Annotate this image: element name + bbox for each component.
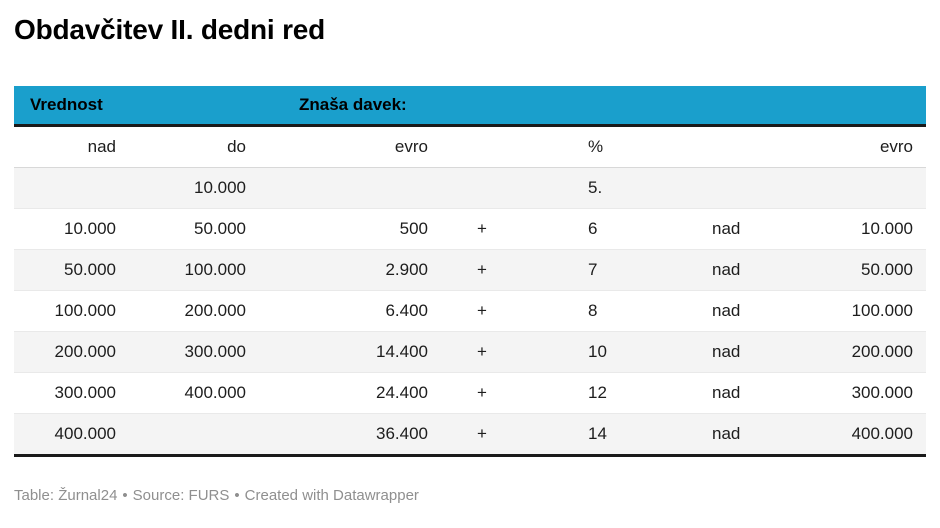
table-cell xyxy=(120,413,250,457)
table-cell xyxy=(660,167,780,209)
table-row: 200.000 300.000 14.400 + 10 nad 200.000 xyxy=(14,331,927,373)
table-cell: 300.000 xyxy=(780,372,927,414)
table-cell: 14 xyxy=(532,413,660,457)
table-cell xyxy=(14,167,120,209)
table-cell: 500 xyxy=(250,208,432,250)
table-cell: 5. xyxy=(532,167,660,209)
group-header-row: Vrednost Znaša davek: xyxy=(14,86,927,127)
table-cell: 7 xyxy=(532,249,660,291)
data-table: Vrednost Znaša davek: nad do evro % evro… xyxy=(14,86,927,457)
table-cell: 14.400 xyxy=(250,331,432,373)
table-cell: 50.000 xyxy=(780,249,927,291)
table-cell: 50.000 xyxy=(120,208,250,250)
page-title: Obdavčitev II. dedni red xyxy=(14,14,326,45)
footer-source-label: Source: xyxy=(132,487,189,504)
table-cell: 100.000 xyxy=(780,290,927,332)
group-header-vrednost: Vrednost xyxy=(14,86,250,127)
footer-separator: • xyxy=(234,487,240,504)
table-cell: 8 xyxy=(532,290,660,332)
table-cell: 200.000 xyxy=(780,331,927,373)
table-cell: 10 xyxy=(532,331,660,373)
table-cell: 10.000 xyxy=(14,208,120,250)
table-cell: 10.000 xyxy=(120,167,250,209)
table-cell: 400.000 xyxy=(780,413,927,457)
table-cell xyxy=(250,167,432,209)
table-cell: + xyxy=(432,208,532,250)
table-cell: 400.000 xyxy=(120,372,250,414)
table-row: 50.000 100.000 2.900 + 7 nad 50.000 xyxy=(14,249,927,291)
table-cell: + xyxy=(432,372,532,414)
table-cell: 200.000 xyxy=(14,331,120,373)
column-header-nad2 xyxy=(660,125,780,168)
datawrapper-table-page: Obdavčitev II. dedni red Vrednost Znaša … xyxy=(14,14,927,505)
table-cell: 100.000 xyxy=(14,290,120,332)
table-cell: nad xyxy=(660,249,780,291)
table-cell: 12 xyxy=(532,372,660,414)
table-cell: 6 xyxy=(532,208,660,250)
table-row: 100.000 200.000 6.400 + 8 nad 100.000 xyxy=(14,290,927,332)
footer-created-label: Created with xyxy=(244,487,334,504)
column-header-nad: nad xyxy=(14,125,120,168)
table-cell: 2.900 xyxy=(250,249,432,291)
table-cell: 100.000 xyxy=(120,249,250,291)
table-cell: 200.000 xyxy=(120,290,250,332)
footer-separator: • xyxy=(122,487,128,504)
table-cell: nad xyxy=(660,290,780,332)
table-cell: 10.000 xyxy=(780,208,927,250)
footer-datawrapper-link[interactable]: Datawrapper xyxy=(333,487,419,504)
table-cell: 24.400 xyxy=(250,372,432,414)
table-cell: 50.000 xyxy=(14,249,120,291)
column-header-evro2: evro xyxy=(780,125,927,168)
column-header-row: nad do evro % evro xyxy=(14,125,927,168)
table-cell: + xyxy=(432,331,532,373)
footer-table-source-link[interactable]: Žurnal24 xyxy=(58,487,118,504)
table-cell: 36.400 xyxy=(250,413,432,457)
table-row: 300.000 400.000 24.400 + 12 nad 300.000 xyxy=(14,372,927,414)
column-header-evro: evro xyxy=(250,125,432,168)
table-cell: 300.000 xyxy=(14,372,120,414)
group-header-znasa-davek: Znaša davek: xyxy=(250,86,927,127)
table-cell: + xyxy=(432,413,532,457)
table-cell: 300.000 xyxy=(120,331,250,373)
table-row: 10.000 50.000 500 + 6 nad 10.000 xyxy=(14,208,927,250)
table-cell: nad xyxy=(660,413,780,457)
table-row: 400.000 36.400 + 14 nad 400.000 xyxy=(14,413,927,457)
column-header-percent: % xyxy=(532,125,660,168)
table-cell: + xyxy=(432,249,532,291)
table-cell: nad xyxy=(660,208,780,250)
column-header-do: do xyxy=(120,125,250,168)
column-header-plus xyxy=(432,125,532,168)
table-cell xyxy=(780,167,927,209)
table-cell xyxy=(432,167,532,209)
table-cell: nad xyxy=(660,331,780,373)
table-cell: 6.400 xyxy=(250,290,432,332)
footer-attribution: Table: Žurnal24 • Source: FURS • Created wit… xyxy=(14,487,926,505)
table-cell: nad xyxy=(660,372,780,414)
table-row: 10.000 5. xyxy=(14,167,927,209)
footer-table-label: Table: xyxy=(14,487,59,504)
table-cell: + xyxy=(432,290,532,332)
footer-source-link[interactable]: FURS xyxy=(188,487,230,504)
table-cell: 400.000 xyxy=(14,413,120,457)
